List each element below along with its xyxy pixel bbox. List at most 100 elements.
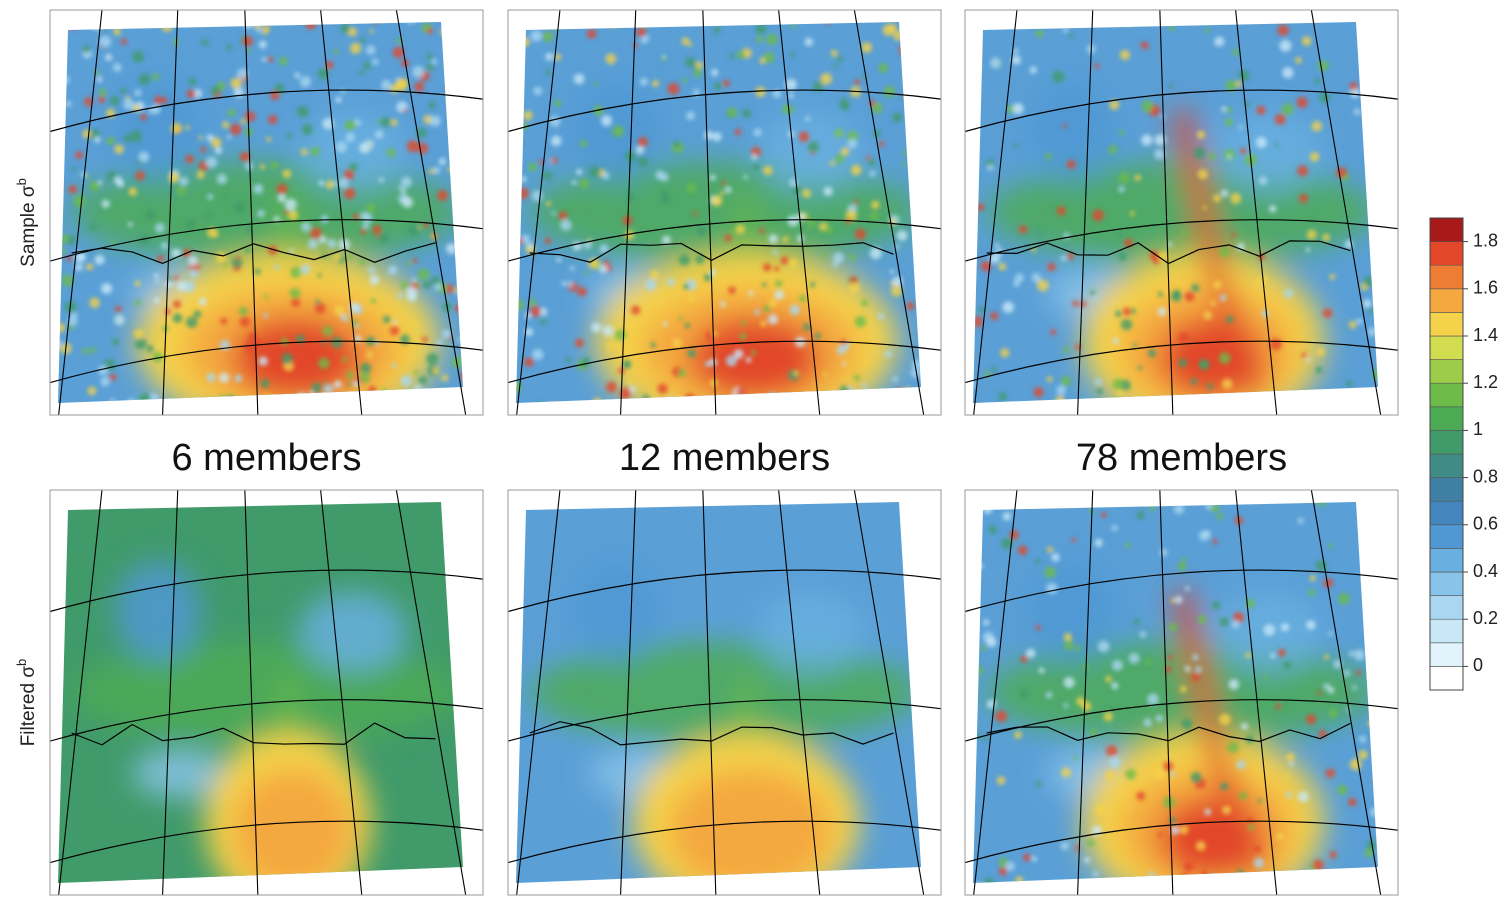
speck [71, 312, 78, 319]
speck [290, 267, 301, 278]
speck [800, 6, 811, 17]
speck [932, 150, 936, 154]
speck [1037, 231, 1042, 236]
speck [1241, 723, 1248, 730]
speck [154, 96, 163, 105]
speck [129, 187, 138, 196]
speck [366, 45, 375, 54]
speck [754, 309, 760, 315]
speck [1191, 673, 1199, 681]
speck [1336, 167, 1347, 178]
speck [1269, 11, 1277, 19]
speck [247, 405, 255, 413]
speck [1143, 718, 1151, 726]
speck [1092, 210, 1104, 222]
colorbar-box [1430, 501, 1463, 525]
speck [990, 58, 1001, 69]
speck [1352, 685, 1357, 690]
speck [767, 402, 778, 413]
speck [1141, 134, 1152, 145]
speck [185, 125, 190, 130]
speck [189, 78, 197, 86]
speck [645, 35, 650, 40]
speck [1262, 310, 1269, 317]
speck [1214, 36, 1224, 46]
speck [1044, 567, 1056, 579]
speck [841, 147, 849, 155]
speck [759, 58, 765, 64]
speck [640, 78, 648, 86]
speck [305, 18, 316, 29]
speck [437, 190, 448, 201]
speck [769, 299, 777, 307]
speck [1075, 645, 1081, 651]
speck [1186, 882, 1197, 893]
speck [1014, 731, 1022, 739]
speck [206, 157, 217, 168]
speck [602, 172, 610, 180]
speck [110, 239, 115, 244]
speck [51, 339, 62, 350]
speck [1142, 100, 1154, 112]
speck [227, 135, 231, 139]
speck [412, 66, 424, 78]
speck [145, 210, 155, 220]
speck [1135, 175, 1141, 181]
speck [476, 176, 485, 185]
speck [1283, 661, 1291, 669]
speck [285, 199, 297, 211]
speck [1275, 143, 1279, 147]
speck [903, 151, 908, 156]
speck [372, 17, 378, 23]
row-label: Sample σb [14, 178, 39, 267]
speck [1182, 556, 1187, 561]
speck [1278, 649, 1286, 657]
speck [1323, 308, 1332, 317]
speck [1391, 782, 1402, 793]
speck [663, 322, 668, 327]
speck [782, 236, 788, 242]
speck [458, 338, 462, 342]
column-label: 12 members [619, 437, 830, 479]
colorbar-box [1430, 360, 1463, 384]
speck [744, 175, 748, 179]
speck [1350, 758, 1362, 770]
speck [345, 133, 355, 143]
speck [1318, 499, 1326, 507]
speck [1047, 263, 1055, 271]
speck [455, 304, 463, 312]
speck [1046, 691, 1053, 698]
speck [114, 176, 122, 184]
speck [1020, 689, 1029, 698]
speck [262, 57, 267, 62]
speck [1108, 145, 1117, 154]
speck [814, 333, 821, 340]
speck [1060, 255, 1067, 262]
speck [1258, 799, 1262, 803]
speck [1061, 376, 1071, 386]
speck [168, 172, 179, 183]
speck [467, 134, 476, 143]
speck [1264, 624, 1276, 636]
speck [853, 200, 858, 205]
speck [884, 86, 896, 98]
speck [520, 37, 529, 46]
speck [211, 137, 222, 148]
speck [1307, 230, 1317, 240]
speck [1377, 710, 1384, 717]
speck [885, 350, 892, 357]
speck [1097, 388, 1104, 395]
speck [617, 18, 626, 27]
speck [554, 100, 561, 107]
speck [253, 184, 263, 194]
speck [1326, 769, 1335, 778]
speck [259, 41, 267, 49]
speck [473, 200, 479, 206]
speck [426, 63, 434, 71]
speck [179, 177, 188, 186]
speck [1245, 652, 1251, 658]
speck [869, 170, 875, 176]
speck [983, 619, 989, 625]
speck [763, 166, 773, 176]
speck [909, 392, 921, 404]
